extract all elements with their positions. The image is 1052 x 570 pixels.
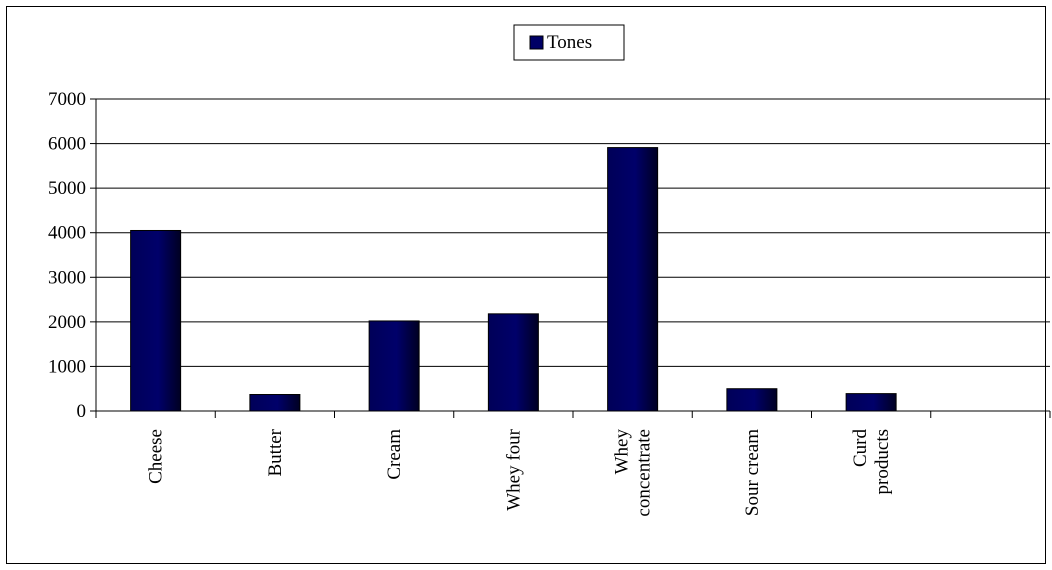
legend-label: Tones: [547, 32, 592, 53]
y-tick-label: 1000: [48, 356, 86, 377]
x-tick-label: Cream: [384, 429, 405, 480]
bar: [845, 393, 897, 412]
y-tick-label: 6000: [48, 134, 86, 155]
legend-swatch: [529, 35, 544, 50]
bar: [368, 320, 420, 412]
bar: [249, 394, 301, 412]
x-tick-label: Sour cream: [742, 429, 763, 516]
y-tick-label: 7000: [48, 89, 86, 110]
axes: [90, 98, 1051, 418]
x-tick-label: Cheese: [146, 429, 167, 484]
bar: [130, 229, 182, 412]
legend: Tones: [513, 24, 625, 61]
y-tick-label: 0: [77, 401, 87, 422]
x-tick-labels: Cheese Butter Cream Whey four Whey concentrat…: [146, 428, 894, 516]
bar: [607, 147, 659, 412]
y-tick-labels: 0 1000 2000 3000 4000 5000 6000 7000: [48, 89, 86, 422]
bar: [726, 388, 778, 412]
y-tick-label: 2000: [48, 312, 86, 333]
x-tick-label: products: [872, 429, 893, 494]
bar: [487, 313, 539, 412]
y-tick-label: 3000: [48, 267, 86, 288]
y-tick-label: 4000: [48, 223, 86, 244]
x-tick-label: Butter: [265, 428, 286, 476]
x-tick-label: Whey four: [503, 428, 524, 510]
bars: [130, 147, 897, 412]
x-tick-label: Curd: [850, 429, 871, 468]
x-tick-label: concentrate: [634, 429, 655, 517]
y-tick-label: 5000: [48, 178, 86, 199]
gridlines: [96, 98, 1050, 367]
x-tick-label: Whey: [612, 429, 633, 475]
